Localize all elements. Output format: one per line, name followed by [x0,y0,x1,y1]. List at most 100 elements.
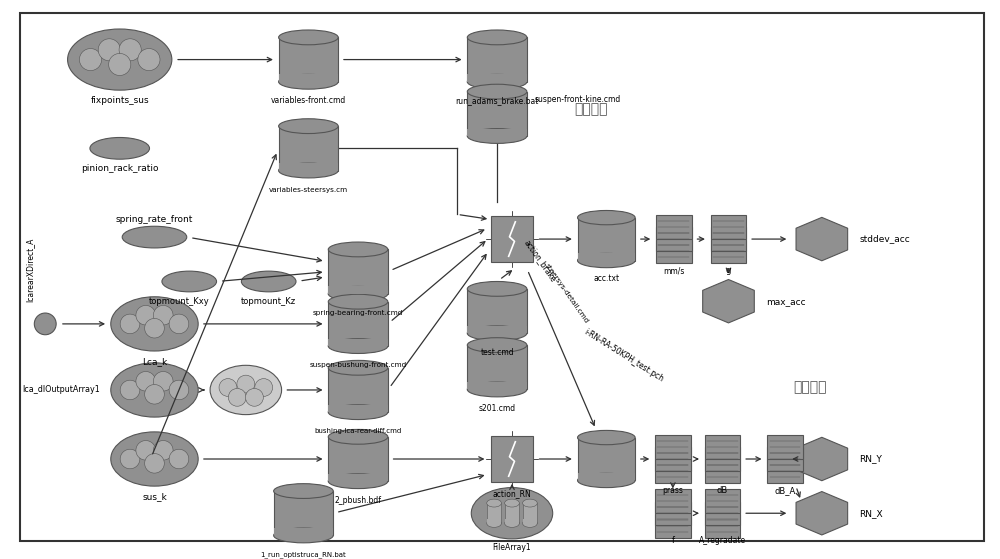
Text: g: g [726,266,731,275]
Bar [578,253,635,260]
Ellipse shape [328,294,388,309]
Ellipse shape [279,74,338,89]
Ellipse shape [274,484,333,499]
Text: 路噪分析: 路噪分析 [793,380,827,394]
Ellipse shape [210,366,282,415]
Text: mm/s: mm/s [663,266,685,275]
Bar [491,437,533,482]
Text: variables-steersys.cm: variables-steersys.cm [269,187,348,193]
Text: prass: prass [662,486,683,495]
Circle shape [136,372,156,391]
Bar [655,459,691,484]
Text: 1_run_optistruca_RN.bat: 1_run_optistruca_RN.bat [261,551,346,558]
Circle shape [145,385,164,404]
Bar [467,129,527,136]
Polygon shape [703,280,754,323]
Ellipse shape [328,286,388,301]
Bar [505,519,519,523]
Circle shape [237,375,255,393]
Text: topmount_Kxy: topmount_Kxy [149,297,210,306]
Ellipse shape [328,405,388,420]
Ellipse shape [68,29,172,90]
Ellipse shape [578,473,635,487]
Polygon shape [796,491,848,535]
Ellipse shape [578,430,635,445]
Ellipse shape [241,271,296,292]
Circle shape [245,389,263,406]
Text: max_acc: max_acc [766,297,806,306]
Circle shape [120,314,140,334]
Bar [705,489,740,513]
Bar [467,74,527,82]
Text: lca_dlOutputArray1: lca_dlOutputArray1 [22,386,100,395]
Circle shape [138,49,160,70]
Text: Lca_k: Lca_k [142,357,167,366]
Bar [467,326,527,333]
Bar [487,519,501,523]
Bar [328,405,388,412]
Text: 制动分析: 制动分析 [575,102,608,116]
Bar [705,459,740,484]
Circle shape [136,305,156,325]
Bar [705,514,740,538]
Bar [505,503,519,523]
Ellipse shape [487,499,501,507]
Bar [655,447,691,471]
Bar [467,92,527,136]
Bar [705,501,740,525]
Bar [705,435,740,459]
Text: sus_k: sus_k [142,492,167,501]
Circle shape [120,449,140,469]
Text: topmount_Kz: topmount_Kz [241,297,296,306]
Text: action_RN: action_RN [493,489,531,498]
Circle shape [169,380,189,400]
Ellipse shape [111,363,198,417]
Bar [491,216,533,262]
Circle shape [169,314,189,334]
Text: 2_pbush.bdf: 2_pbush.bdf [335,496,382,505]
Ellipse shape [467,30,527,45]
Ellipse shape [111,297,198,351]
Ellipse shape [578,211,635,225]
Bar [328,437,388,481]
Bar [655,501,691,525]
Bar [767,447,803,471]
Bar [655,514,691,538]
Bar [767,435,803,459]
Bar [328,286,388,294]
Bar [328,249,388,294]
Circle shape [153,440,173,460]
Bar [767,459,803,484]
Ellipse shape [487,519,501,527]
Text: stddev_acc: stddev_acc [860,235,910,244]
Bar [328,474,388,481]
Ellipse shape [111,432,198,486]
Text: suspen-front-kine.cmd: suspen-front-kine.cmd [535,94,621,103]
Text: acc.txt: acc.txt [593,274,619,283]
Bar [711,215,746,239]
Ellipse shape [505,499,519,507]
Ellipse shape [328,339,388,353]
Circle shape [109,54,131,75]
Text: steersys-detail.cmd: steersys-detail.cmd [544,262,590,324]
Circle shape [79,49,102,70]
Ellipse shape [467,84,527,99]
Text: s201.cmd: s201.cmd [479,404,516,413]
Ellipse shape [274,528,333,543]
Text: run_adams_brake.bat: run_adams_brake.bat [455,97,539,106]
Text: spring-bearing-front.cmd: spring-bearing-front.cmd [313,310,403,316]
Bar [523,519,537,523]
Bar [467,345,527,390]
Bar [578,438,635,480]
Text: dB_A: dB_A [774,486,796,495]
Bar [467,37,527,82]
Text: A_regradate: A_regradate [699,537,746,546]
Circle shape [120,380,140,400]
Circle shape [136,440,156,460]
Circle shape [98,39,120,61]
Ellipse shape [467,129,527,144]
Ellipse shape [467,74,527,89]
Bar [328,368,388,412]
Bar [274,528,333,536]
Bar [467,289,527,333]
